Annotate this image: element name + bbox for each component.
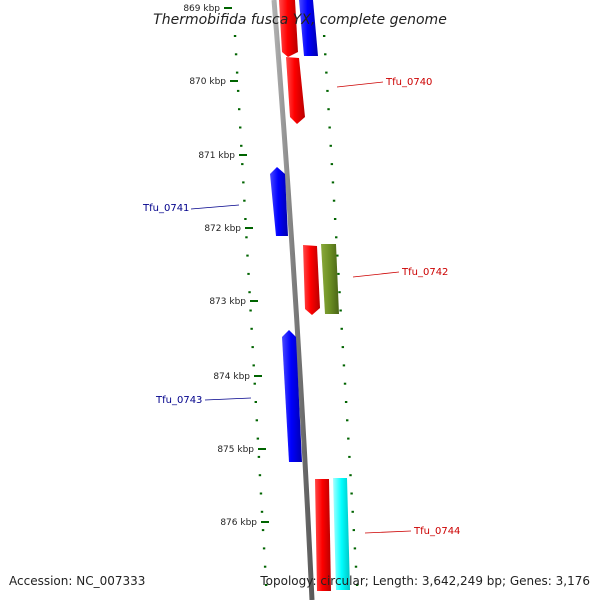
gene-labels: Tfu_0740 Tfu_0741 Tfu_0742 Tfu_0743 Tfu_… <box>142 77 460 537</box>
gene-feature-tfu-0742[interactable] <box>303 245 320 315</box>
minor-tick <box>263 565 267 568</box>
minor-tick <box>337 272 340 275</box>
tick-label: 875 kbp <box>217 445 254 455</box>
minor-tick <box>349 474 352 477</box>
tick-label: 869 kbp <box>183 4 220 14</box>
minor-tick <box>339 309 342 312</box>
genome-summary-text: Topology: circular; Length: 3,642,249 bp… <box>260 574 590 588</box>
minor-tick <box>326 89 329 92</box>
minor-tick <box>259 492 263 495</box>
minor-tick <box>262 547 266 550</box>
gene-label-leader-tfu-0741 <box>190 204 240 210</box>
minor-tick <box>235 71 239 74</box>
minor-tick <box>353 547 357 550</box>
minor-tick <box>351 510 354 513</box>
minor-tick <box>246 254 249 257</box>
minor-tick <box>254 401 257 403</box>
minor-tick <box>244 218 247 220</box>
gene-label-tfu-0743[interactable]: Tfu_0743 <box>155 395 202 406</box>
minor-tick <box>250 327 253 330</box>
tick-label: 872 kbp <box>204 224 241 234</box>
gene-feature-tfu-0740[interactable] <box>286 57 305 124</box>
gene-feature-tfu-0743[interactable] <box>282 330 302 462</box>
tick-label: 870 kbp <box>189 77 226 87</box>
minor-tick <box>241 163 244 166</box>
minor-tick <box>333 218 337 220</box>
olive-feature[interactable] <box>321 244 339 314</box>
minor-tick <box>249 309 252 312</box>
minor-tick <box>341 346 345 349</box>
minor-tick <box>347 437 350 440</box>
minor-tick <box>329 144 332 147</box>
gene-label-tfu-0741[interactable]: Tfu_0741 <box>142 203 189 214</box>
inner-tick-dots <box>233 35 268 586</box>
minor-tick <box>264 584 268 586</box>
minor-tick <box>236 89 240 92</box>
minor-tick <box>338 291 341 294</box>
minor-tick <box>348 455 351 458</box>
gene-label-tfu-0740[interactable]: Tfu_0740 <box>385 77 432 88</box>
minor-tick <box>234 53 238 56</box>
minor-tick <box>245 236 248 239</box>
minor-tick <box>322 35 326 37</box>
tick-label: 876 kbp <box>220 518 257 528</box>
minor-tick <box>336 254 339 257</box>
accession-text: Accession: NC_007333 <box>9 574 146 588</box>
tick-label: 874 kbp <box>213 372 250 382</box>
outer-tick-dots <box>322 35 359 586</box>
minor-tick <box>261 529 265 532</box>
gene-feature-reverse[interactable] <box>299 0 318 56</box>
minor-tick <box>343 382 347 385</box>
minor-tick <box>354 565 358 568</box>
minor-tick <box>344 401 348 403</box>
minor-tick <box>260 510 264 513</box>
tick-label: 873 kbp <box>209 297 246 307</box>
gene-feature-tfu-0744[interactable] <box>315 479 331 591</box>
gene-label-leader-tfu-0740 <box>336 81 384 88</box>
genome-backbone <box>271 0 315 600</box>
gene-feature-forward[interactable] <box>279 0 298 57</box>
minor-tick <box>331 181 335 184</box>
gene-label-tfu-0742[interactable]: Tfu_0742 <box>401 267 448 278</box>
minor-tick <box>256 437 260 440</box>
minor-tick <box>251 346 254 349</box>
gene-label-leader-tfu-0744 <box>364 530 412 534</box>
gene-label-leader-tfu-0742 <box>352 271 400 278</box>
minor-tick <box>340 327 343 330</box>
minor-tick <box>352 529 356 532</box>
minor-tick <box>255 419 259 422</box>
gene-label-tfu-0744[interactable]: Tfu_0744 <box>413 526 460 537</box>
minor-tick <box>325 71 328 74</box>
minor-tick <box>355 584 359 586</box>
minor-tick <box>335 236 338 239</box>
minor-tick <box>240 144 243 147</box>
gene-feature-tfu-0741[interactable] <box>270 167 288 236</box>
minor-tick <box>248 291 251 294</box>
minor-tick <box>233 35 237 37</box>
tick-label: 871 kbp <box>198 151 235 161</box>
minor-tick <box>253 382 256 385</box>
minor-tick <box>328 126 331 129</box>
minor-tick <box>237 108 241 111</box>
minor-tick <box>243 199 246 202</box>
minor-tick <box>324 53 327 56</box>
cyan-feature[interactable] <box>333 478 350 590</box>
minor-tick <box>332 199 336 202</box>
minor-tick <box>247 272 250 275</box>
gene-label-leader-tfu-0743 <box>204 397 252 401</box>
minor-tick <box>242 181 245 184</box>
minor-tick <box>327 108 330 111</box>
minor-tick <box>257 455 261 458</box>
map-title: Thermobifida fusca YX, complete genome <box>153 12 447 28</box>
minor-tick <box>252 364 255 367</box>
minor-tick <box>239 126 242 129</box>
minor-tick <box>350 492 353 495</box>
minor-tick <box>346 419 349 422</box>
minor-tick <box>330 163 334 166</box>
minor-tick <box>342 364 346 367</box>
coordinate-ticks: 869 kbp 870 kbp 871 kbp 872 kbp 873 kbp 874 k… <box>183 4 269 528</box>
minor-tick <box>258 474 262 477</box>
